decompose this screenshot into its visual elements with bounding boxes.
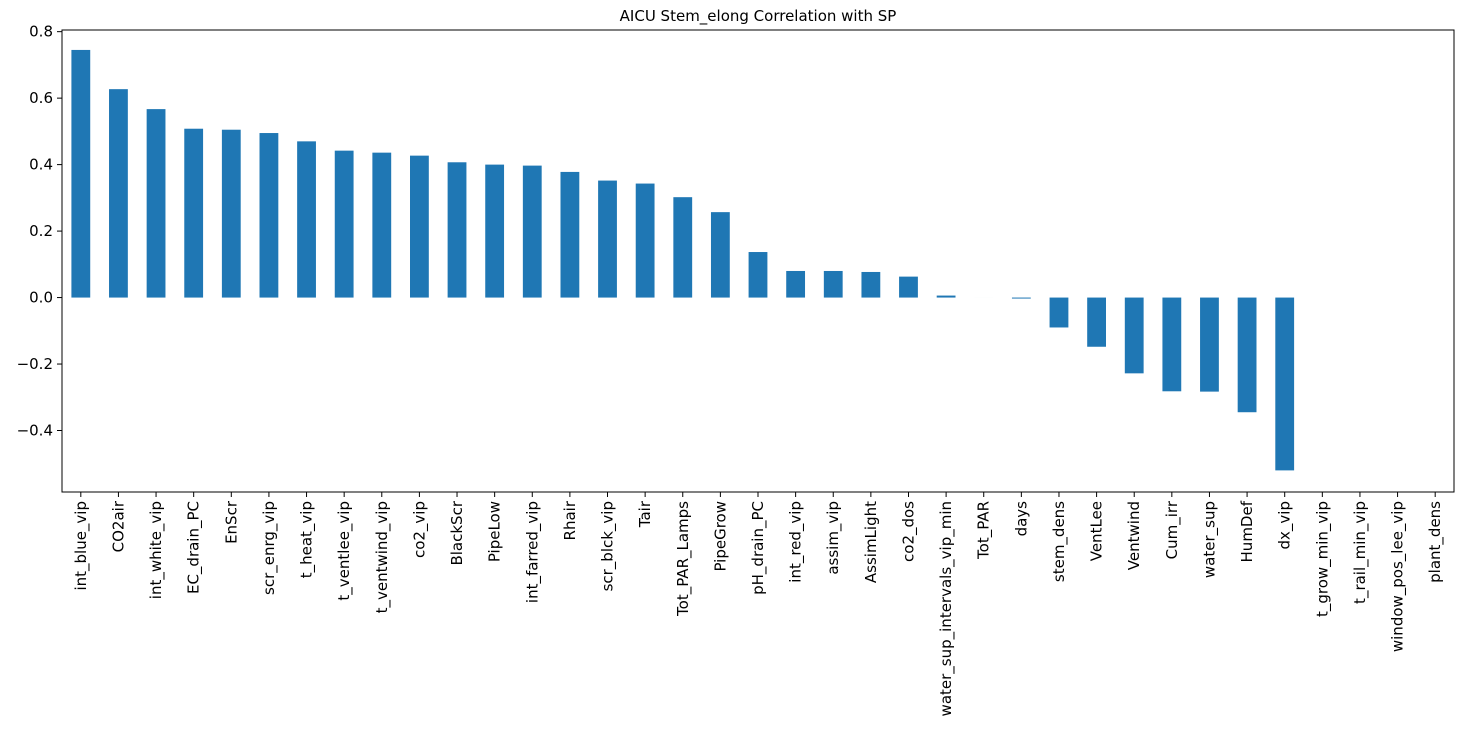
y-tick-label: −0.2 [17, 355, 53, 373]
x-tick-label: scr_enrg_vip [260, 501, 279, 595]
y-tick-label: 0.4 [29, 156, 53, 174]
bar-int_red_vip [786, 270, 806, 298]
bar-Cum_irr [1162, 297, 1182, 392]
bar-assim_vip [823, 270, 843, 298]
bar-int_white_vip [146, 109, 166, 298]
bar-CO2air [109, 89, 128, 298]
bar-BlackScr [447, 162, 467, 298]
x-tick-label: scr_blck_vip [599, 501, 618, 591]
bar-Ventwind [1124, 297, 1144, 374]
bar-scr_blck_vip [598, 180, 617, 298]
plot-frame [61, 29, 1455, 493]
x-tick-label: Tot_PAR [975, 501, 994, 560]
x-tick-label: t_heat_vip [298, 501, 317, 578]
chart-title: AICU Stem_elong Correlation with SP [620, 7, 897, 26]
bar-PipeGrow [710, 212, 730, 298]
x-tick-label: stem_dens [1050, 501, 1069, 582]
bar-VentLee [1087, 297, 1106, 347]
x-tick-label: EC_drain_PC [185, 501, 204, 594]
x-tick-label: pH_drain_PC [749, 501, 768, 595]
x-tick-label: int_farred_vip [523, 501, 542, 603]
x-tick-label: VentLee [1088, 501, 1106, 561]
x-tick-label: assim_vip [824, 501, 843, 575]
y-tick-label: 0.0 [29, 289, 53, 307]
x-tick-label: water_sup_intervals_vip_min [937, 501, 956, 716]
x-tick-label: EnScr [222, 500, 240, 544]
x-tick-label: t_rail_min_vip [1351, 501, 1370, 604]
bar-int_blue_vip [71, 49, 91, 298]
bar-water_sup_intervals_vip_min [936, 295, 956, 298]
bar-AssimLight [861, 271, 881, 298]
bar-t_ventlee_vip [334, 150, 354, 298]
bar-HumDef [1237, 297, 1257, 413]
y-tick-label: 0.8 [29, 23, 53, 41]
x-axis: int_blue_vip CO2air int_white_vip EC_drain_… [72, 492, 1445, 716]
x-tick-label: Ventwind [1125, 501, 1143, 570]
bar-t_heat_vip [297, 141, 316, 298]
x-tick-label: plant_dens [1426, 501, 1445, 583]
bar-water_sup [1200, 297, 1219, 392]
x-tick-label: CO2air [109, 500, 127, 552]
x-tick-label: days [1012, 501, 1030, 537]
x-tick-label: dx_vip [1276, 501, 1295, 549]
bar-co2_dos [899, 276, 918, 298]
bar-scr_enrg_vip [259, 133, 279, 298]
x-tick-label: Cum_irr [1163, 500, 1182, 559]
bar-t_ventwind_vip [372, 152, 392, 298]
x-tick-label: t_ventlee_vip [335, 501, 354, 601]
x-tick-label: t_grow_min_vip [1313, 501, 1332, 617]
bars-layer [71, 49, 1295, 471]
bar-Tot_PAR_Lamps [673, 197, 693, 298]
x-tick-label: Tot_PAR_Lamps [674, 501, 693, 617]
x-tick-label: water_sup [1200, 501, 1219, 578]
bar-int_farred_vip [522, 165, 542, 298]
x-tick-label: int_red_vip [787, 501, 806, 583]
x-tick-label: Tair [636, 500, 654, 528]
x-tick-label: PipeLow [486, 501, 504, 562]
x-tick-label: int_blue_vip [72, 501, 91, 591]
bar-EC_drain_PC [184, 128, 204, 298]
y-tick-label: −0.4 [17, 422, 53, 440]
x-tick-label: AssimLight [862, 501, 880, 583]
bar-EnScr [221, 129, 241, 298]
y-axis: −0.4 −0.2 0.0 0.2 0.4 0.6 0.8 [17, 23, 62, 440]
bar-stem_dens [1049, 297, 1069, 328]
x-tick-label: t_ventwind_vip [373, 501, 392, 613]
bar-dx_vip [1275, 297, 1295, 471]
bar-Rhair [560, 171, 580, 298]
y-tick-label: 0.2 [29, 222, 53, 240]
bar-Tair [635, 183, 655, 298]
x-tick-label: PipeGrow [711, 501, 729, 572]
bar-days [1011, 297, 1031, 299]
bar-PipeLow [485, 164, 505, 298]
y-tick-label: 0.6 [29, 89, 53, 107]
bar-pH_drain_PC [748, 252, 768, 298]
x-tick-label: Rhair [561, 500, 579, 540]
x-tick-label: HumDef [1238, 500, 1256, 562]
bar-co2_vip [410, 155, 429, 298]
x-tick-label: co2_vip [410, 501, 429, 558]
x-tick-label: BlackScr [448, 500, 466, 565]
x-tick-label: int_white_vip [147, 501, 166, 599]
x-tick-label: co2_dos [899, 501, 918, 562]
x-tick-label: window_pos_lee_vip [1389, 501, 1408, 652]
